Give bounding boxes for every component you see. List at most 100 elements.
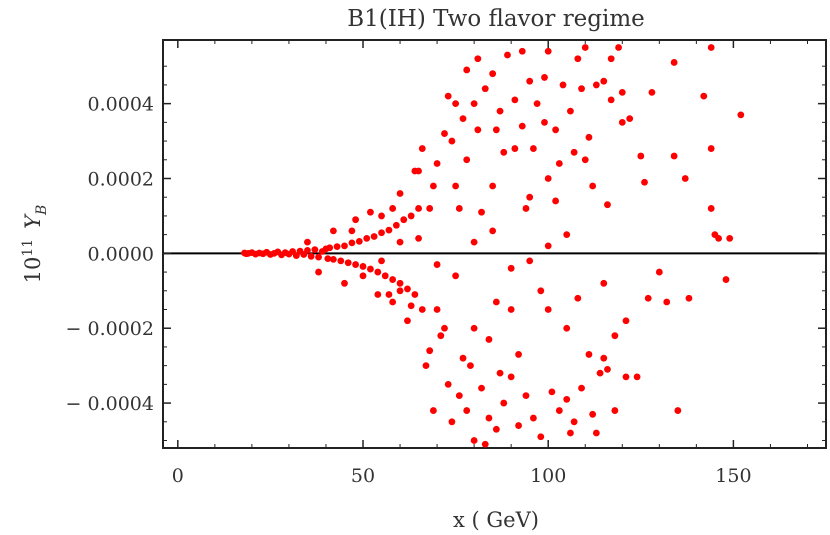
data-point bbox=[622, 317, 630, 325]
data-point bbox=[537, 287, 545, 295]
data-point bbox=[463, 156, 471, 164]
data-point bbox=[555, 160, 563, 167]
svg-text:1011YB: 1011 YB bbox=[20, 205, 50, 284]
y-axis-label-symbol: Y bbox=[21, 213, 45, 229]
data-point bbox=[504, 51, 511, 59]
y-tick-label: − 0.0002 bbox=[66, 318, 154, 340]
data-point bbox=[663, 298, 671, 306]
data-point bbox=[374, 268, 382, 276]
data-point bbox=[411, 291, 419, 298]
data-point bbox=[363, 234, 371, 242]
y-axis-label-subscript: B bbox=[34, 205, 50, 216]
data-point bbox=[378, 257, 385, 265]
data-point bbox=[544, 47, 552, 55]
data-point bbox=[507, 264, 515, 272]
x-axis-label: x ( GeV) bbox=[453, 508, 539, 532]
data-point bbox=[374, 291, 382, 298]
data-point bbox=[604, 201, 611, 209]
data-point bbox=[341, 242, 348, 250]
data-point bbox=[444, 380, 452, 388]
data-point bbox=[407, 212, 415, 220]
data-point bbox=[726, 234, 734, 242]
data-point bbox=[429, 407, 437, 414]
data-point bbox=[700, 92, 708, 100]
data-point bbox=[341, 279, 348, 287]
data-point bbox=[492, 425, 500, 433]
data-point bbox=[389, 298, 397, 306]
x-tick-label: 50 bbox=[351, 465, 375, 487]
data-point bbox=[681, 175, 689, 182]
data-point bbox=[344, 259, 352, 267]
data-point bbox=[574, 55, 582, 63]
data-point bbox=[655, 268, 663, 276]
data-point bbox=[544, 306, 552, 313]
data-point bbox=[611, 332, 619, 340]
data-point bbox=[311, 246, 319, 254]
data-point bbox=[592, 429, 600, 437]
data-point bbox=[581, 156, 589, 164]
data-point bbox=[544, 175, 552, 182]
data-point bbox=[333, 243, 341, 251]
data-point bbox=[381, 272, 389, 280]
y-axis-label-base: 10 bbox=[21, 257, 45, 284]
y-tick-label: 0.0000 bbox=[88, 243, 154, 265]
data-point bbox=[329, 227, 337, 235]
data-point bbox=[444, 92, 452, 100]
data-point bbox=[348, 239, 356, 247]
data-point bbox=[359, 272, 367, 280]
x-tick-label: 100 bbox=[530, 465, 566, 487]
data-point bbox=[489, 70, 497, 78]
data-point bbox=[511, 145, 519, 152]
data-point bbox=[496, 107, 504, 115]
data-point bbox=[492, 126, 500, 134]
data-point bbox=[507, 306, 515, 313]
plot-area bbox=[162, 39, 827, 449]
data-point bbox=[611, 407, 619, 414]
data-point bbox=[555, 407, 563, 414]
data-point bbox=[455, 205, 463, 212]
data-point bbox=[389, 276, 397, 283]
data-points bbox=[241, 44, 745, 448]
data-point bbox=[329, 255, 337, 263]
data-point bbox=[496, 369, 504, 377]
data-point bbox=[304, 238, 311, 246]
data-point bbox=[600, 279, 608, 287]
data-point bbox=[626, 115, 634, 123]
data-point bbox=[396, 238, 404, 246]
y-tick-label: 0.0002 bbox=[88, 168, 154, 190]
data-point bbox=[707, 145, 715, 152]
data-point bbox=[315, 268, 322, 276]
data-point bbox=[485, 414, 493, 422]
data-point bbox=[415, 167, 422, 175]
data-point bbox=[567, 107, 574, 115]
data-point bbox=[396, 190, 404, 197]
data-point bbox=[404, 317, 411, 325]
data-point bbox=[452, 100, 460, 108]
data-point bbox=[478, 384, 485, 392]
data-point bbox=[574, 294, 582, 302]
data-point bbox=[481, 440, 489, 448]
data-point bbox=[507, 373, 515, 381]
data-point bbox=[355, 237, 363, 245]
data-point bbox=[618, 89, 626, 96]
data-point bbox=[474, 55, 482, 63]
data-point bbox=[604, 365, 611, 373]
data-point bbox=[581, 44, 589, 51]
x-tick-label: 150 bbox=[715, 465, 751, 487]
data-point bbox=[533, 100, 541, 108]
data-point bbox=[324, 255, 332, 262]
data-point bbox=[392, 221, 400, 229]
data-point bbox=[641, 178, 648, 186]
chart-title: B1(IH) Two flavor regime bbox=[347, 6, 645, 32]
data-point bbox=[478, 208, 485, 216]
data-point bbox=[426, 205, 434, 212]
data-point bbox=[670, 59, 678, 66]
data-point bbox=[463, 407, 471, 414]
data-point bbox=[644, 294, 652, 302]
data-point bbox=[400, 216, 408, 224]
data-point bbox=[600, 77, 608, 85]
data-point bbox=[426, 347, 434, 355]
data-point bbox=[396, 287, 404, 295]
data-point bbox=[589, 182, 597, 190]
